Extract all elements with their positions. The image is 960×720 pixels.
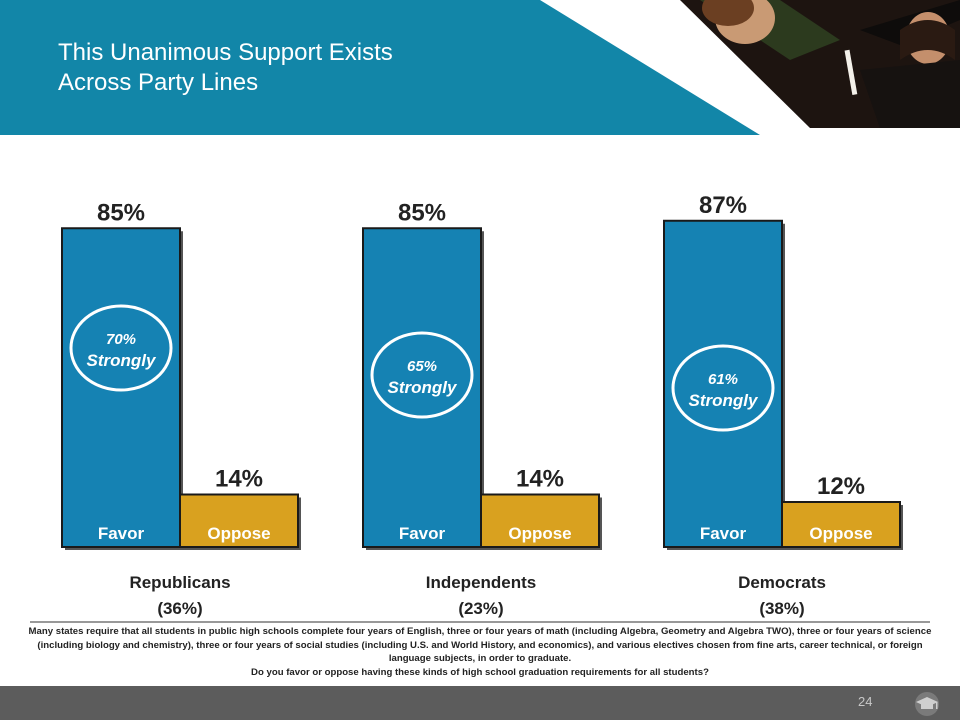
- oppose-bar-label: Oppose: [207, 524, 270, 543]
- header-band: [0, 0, 760, 135]
- group-share-label: (23%): [458, 599, 503, 618]
- strongly-ellipse: [69, 304, 173, 392]
- strongly-text: Strongly: [689, 391, 759, 410]
- oppose-value-label: 14%: [516, 466, 564, 493]
- strongly-percent: 61%: [708, 371, 738, 388]
- group-share-label: (36%): [157, 599, 202, 618]
- requirements-text: Many states require that all students in…: [28, 626, 932, 665]
- favor-bar-label: Favor: [700, 524, 747, 543]
- strongly-text: Strongly: [388, 378, 458, 397]
- oppose-bar: [781, 501, 901, 548]
- favor-value-label: 85%: [97, 199, 145, 226]
- oppose-bar: [480, 493, 600, 548]
- strongly-percent: 65%: [407, 358, 437, 375]
- favor-value-label: 87%: [699, 192, 747, 219]
- favor-bar: [61, 227, 181, 548]
- strongly-text: Strongly: [87, 351, 157, 370]
- slide-title-line-1: This Unanimous Support Exists: [58, 39, 393, 66]
- favor-value-label: 85%: [398, 199, 446, 226]
- favor-bar-label: Favor: [399, 524, 446, 543]
- oppose-value-label: 12%: [817, 473, 865, 500]
- slide-title: This Unanimous Support Exists Across Par…: [58, 38, 393, 98]
- favor-bar-label: Favor: [98, 524, 145, 543]
- footer-bar: 24: [0, 686, 960, 720]
- favor-bar: [663, 219, 783, 548]
- favor-bar: [362, 227, 482, 548]
- oppose-value-label: 14%: [215, 466, 263, 493]
- strongly-percent: 70%: [106, 331, 136, 348]
- strongly-ellipse: [370, 331, 474, 419]
- slide-title-line-2: Across Party Lines: [58, 69, 259, 96]
- question-description: Many states require that all students in…: [22, 625, 938, 679]
- page-number: 24: [858, 694, 873, 709]
- graduates-photo: [680, 0, 960, 128]
- strongly-ellipse: [671, 344, 775, 432]
- oppose-bar: [179, 493, 299, 548]
- question-text: Do you favor or oppose having these kind…: [251, 666, 709, 678]
- graduation-cap-icon: [915, 692, 939, 716]
- group-name-label: Republicans: [129, 573, 230, 592]
- group-name-label: Democrats: [738, 573, 826, 592]
- oppose-bar-label: Oppose: [508, 524, 571, 543]
- oppose-bar-label: Oppose: [809, 524, 872, 543]
- group-share-label: (38%): [759, 599, 804, 618]
- group-name-label: Independents: [426, 573, 537, 592]
